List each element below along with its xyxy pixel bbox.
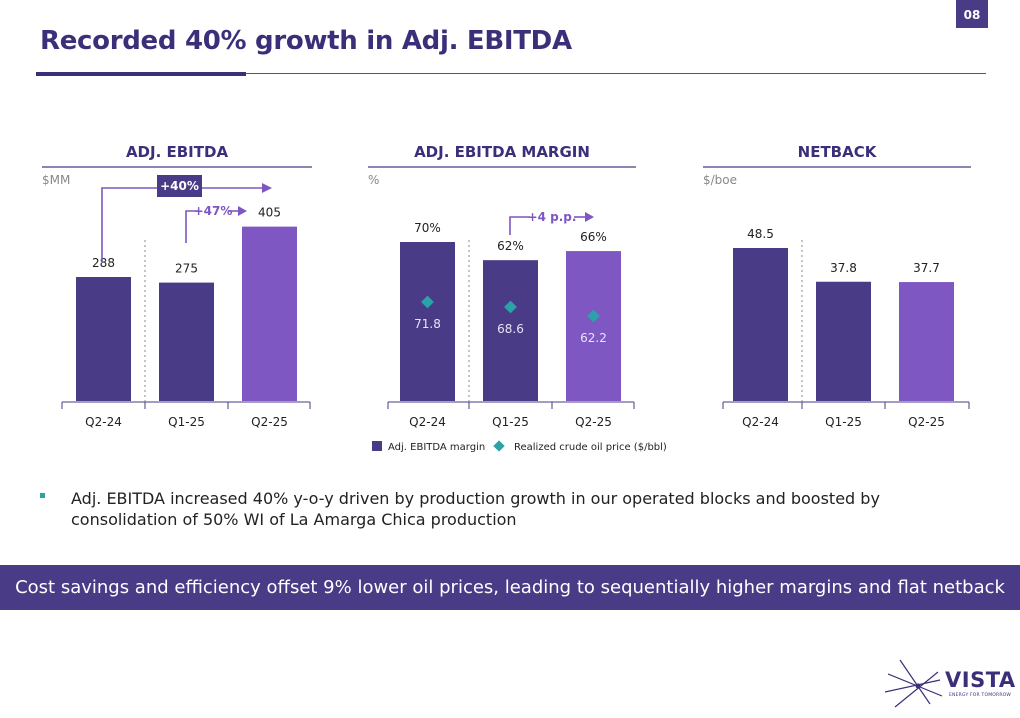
bar-value-label: 37.7 — [913, 261, 940, 275]
growth-arrow-4pp — [585, 212, 594, 222]
chart-unit-label: % — [368, 173, 379, 187]
bar-value-label: 405 — [258, 206, 281, 220]
charts-area: ADJ. EBITDA $MM 288 Q2-24 275 Q1-25 405 Q2-25 AD… — [42, 143, 971, 453]
bar — [400, 242, 455, 401]
page-title: Recorded 40% growth in Adj. EBITDA — [40, 26, 572, 56]
bullet-icon — [40, 493, 45, 498]
growth-label-4pp: +4 p.p. — [528, 210, 577, 224]
chart-title: NETBACK — [798, 143, 878, 161]
bar — [483, 260, 538, 401]
bar — [159, 282, 214, 401]
bar — [76, 277, 131, 401]
growth-arrow-40 — [262, 183, 272, 193]
growth-badge-40 — [157, 175, 202, 197]
title-rule — [36, 73, 986, 74]
legend-oil-swatch — [493, 440, 505, 452]
x-tick-label: Q2-25 — [575, 415, 612, 429]
x-tick-label: Q2-24 — [85, 415, 122, 429]
bar — [899, 282, 954, 401]
x-tick-label: Q2-25 — [251, 415, 288, 429]
growth-badge-40-label: +40% — [160, 179, 199, 193]
growth-bracket-40 — [101, 187, 262, 262]
oil-price-marker — [421, 295, 434, 309]
growth-label-47: +47% — [194, 204, 233, 218]
bar-value-label: 70% — [414, 221, 441, 235]
bar-value-label: 275 — [175, 262, 198, 276]
logo-wordmark: VISTA — [945, 668, 1016, 692]
bar-value-label: 48.5 — [747, 227, 774, 241]
bar-value-label: 66% — [580, 230, 607, 244]
bar — [242, 226, 297, 401]
growth-bracket-4pp — [509, 216, 530, 235]
oil-price-label: 71.8 — [414, 317, 441, 331]
x-tick-label: Q1-25 — [492, 415, 529, 429]
bar-value-label: 288 — [92, 256, 115, 270]
x-tick-label: Q2-25 — [908, 415, 945, 429]
chart-title: ADJ. EBITDA MARGIN — [414, 143, 590, 161]
x-tick-label: Q1-25 — [168, 415, 205, 429]
bar-value-label: 37.8 — [830, 261, 857, 275]
conclusion-banner: Cost savings and efficiency offset 9% lo… — [0, 565, 1020, 610]
logo-tagline: ENERGY FOR TOMORROW — [949, 693, 1012, 698]
title-rule-accent — [36, 72, 246, 76]
growth-arrow-47 — [238, 206, 247, 216]
bar — [733, 248, 788, 401]
page-number: 08 — [956, 0, 988, 28]
legend-margin-label: Adj. EBITDA margin — [388, 442, 485, 453]
chart-title: ADJ. EBITDA — [126, 143, 229, 161]
bullet-text: Adj. EBITDA increased 40% y-o-y driven b… — [71, 489, 880, 529]
bar — [816, 281, 871, 401]
chart-unit-label: $/boe — [703, 173, 737, 187]
x-tick-label: Q2-24 — [409, 415, 446, 429]
bar-value-label: 62% — [497, 239, 524, 253]
x-tick-label: Q2-24 — [742, 415, 779, 429]
legend-margin-swatch — [372, 441, 382, 451]
vista-star-icon — [884, 659, 943, 708]
x-tick-label: Q1-25 — [825, 415, 862, 429]
bar — [566, 251, 621, 401]
oil-price-label: 62.2 — [580, 331, 607, 345]
chart-unit-label: $MM — [42, 173, 70, 187]
oil-price-label: 68.6 — [497, 322, 524, 336]
legend-oil-label: Realized crude oil price ($/bbl) — [514, 442, 667, 453]
growth-bracket-47 — [185, 210, 198, 243]
